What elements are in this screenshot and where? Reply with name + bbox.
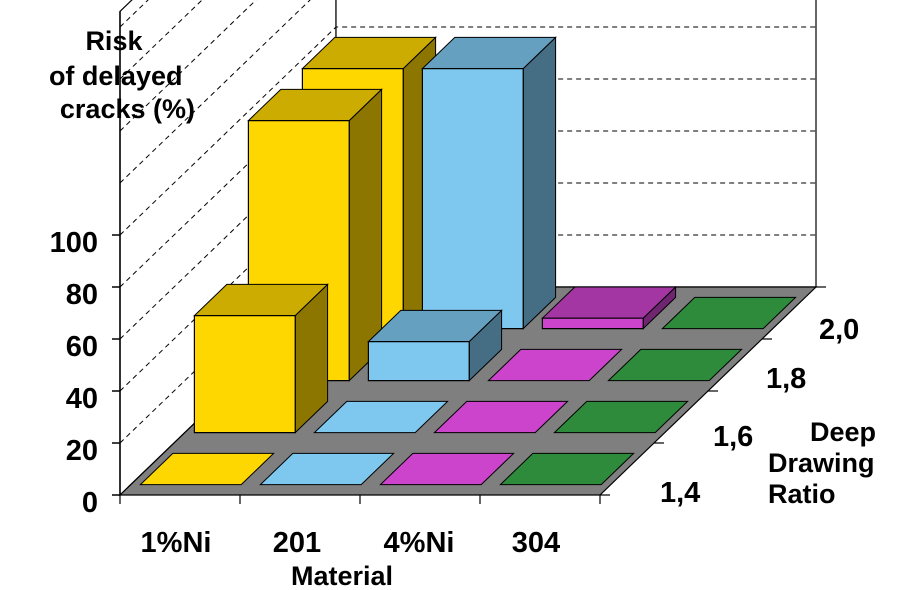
y-axis-title-line: Risk bbox=[85, 26, 143, 56]
bar-base bbox=[607, 348, 743, 382]
x-category-label: 304 bbox=[512, 527, 560, 559]
y-tick-label: 100 bbox=[50, 227, 98, 259]
svg-text:Risk of delayed cr: Risk of delayed cracks (%) bbox=[49, 26, 195, 124]
bar-base bbox=[379, 452, 515, 486]
bar-base bbox=[553, 400, 689, 434]
x-category-label: 1%Ni bbox=[141, 527, 212, 559]
y-axis-title-line: of delayed bbox=[49, 61, 183, 91]
depth-axis-title: Deep Drawing Ratio bbox=[768, 417, 884, 509]
bar-base bbox=[661, 296, 797, 330]
depth-category-label: 2,0 bbox=[819, 314, 859, 346]
bar bbox=[193, 315, 296, 434]
bar bbox=[541, 317, 644, 330]
gridline bbox=[119, 26, 816, 236]
y-tick-label: 60 bbox=[66, 331, 98, 363]
bar-base bbox=[139, 452, 275, 486]
bar-base bbox=[259, 452, 395, 486]
bar-base bbox=[499, 452, 635, 486]
depth-category-labels: 1,4 1,6 1,8 2,0 bbox=[660, 314, 859, 509]
gridline bbox=[119, 0, 203, 80]
bar-base bbox=[313, 400, 449, 434]
y-axis-title-line: cracks (%) bbox=[60, 94, 195, 124]
x-category-label: 201 bbox=[273, 527, 321, 559]
bar bbox=[421, 67, 524, 330]
depth-category-label: 1,6 bbox=[713, 421, 753, 453]
x-axis-title: Material bbox=[291, 561, 393, 590]
depth-category-label: 1,4 bbox=[660, 477, 700, 509]
y-tick-labels: 0 20 40 60 80 100 bbox=[50, 227, 98, 519]
x-category-label: 4%Ni bbox=[384, 527, 455, 559]
y-tick-label: 0 bbox=[82, 487, 98, 519]
y-axis-title: Risk of delayed cracks (%) bbox=[49, 26, 195, 124]
depth-axis-title-line: Ratio bbox=[768, 479, 836, 509]
depth-axis-title-line: Deep bbox=[810, 417, 876, 447]
svg-text:Deep Drawing Ratio: Deep Drawing Ratio bbox=[768, 417, 884, 509]
x-category-labels: 1%Ni 201 4%Ni 304 bbox=[141, 527, 561, 559]
bar-base bbox=[433, 400, 569, 434]
bar bbox=[367, 341, 470, 382]
chart-bars bbox=[139, 36, 797, 486]
bar-side bbox=[522, 36, 557, 330]
y-tick-label: 20 bbox=[66, 435, 98, 467]
depth-category-label: 1,8 bbox=[766, 363, 806, 395]
bar-base bbox=[487, 348, 623, 382]
depth-axis-title-line: Drawing bbox=[768, 448, 875, 478]
y-tick-label: 40 bbox=[66, 383, 98, 415]
gridline bbox=[119, 0, 257, 132]
gridline bbox=[119, 0, 311, 184]
y-tick-label: 80 bbox=[66, 279, 98, 311]
